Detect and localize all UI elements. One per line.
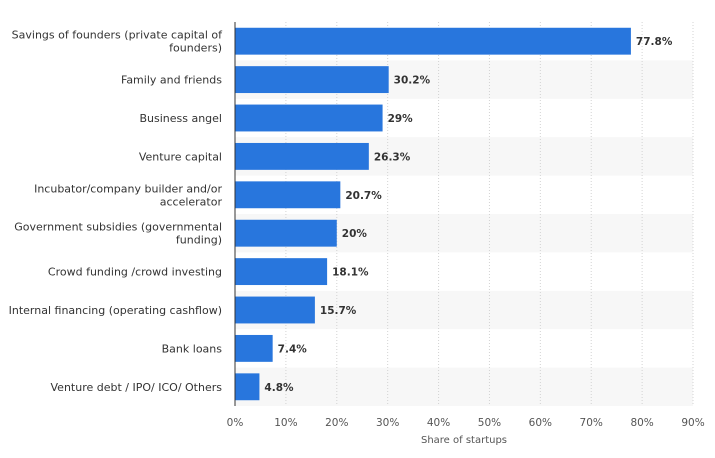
bar — [235, 181, 341, 209]
category-label: Incubator/company builder and/or — [34, 182, 222, 195]
bar — [235, 27, 631, 55]
bar — [235, 219, 337, 247]
row-band — [235, 367, 693, 406]
category-label: Internal financing (operating cashflow) — [9, 304, 222, 317]
x-tick-label: 40% — [427, 417, 450, 429]
x-tick-label: 60% — [529, 417, 552, 429]
value-label: 77.8% — [636, 36, 673, 48]
category-label: founders) — [169, 42, 222, 55]
bars — [235, 27, 631, 401]
value-label: 20% — [342, 228, 368, 240]
value-label: 30.2% — [394, 75, 431, 87]
value-label: 4.8% — [264, 382, 294, 394]
bar — [235, 142, 369, 170]
category-label: Government subsidies (governmental — [14, 221, 222, 234]
category-label: Venture capital — [139, 150, 222, 163]
x-tick-label: 50% — [478, 417, 501, 429]
category-label: Venture debt / IPO/ ICO/ Others — [51, 381, 223, 394]
value-labels: 77.8% 30.2% 29% 26.3% 20.7% 20% 18.1% 15.7% 7.4%… — [264, 36, 672, 394]
value-label: 20.7% — [345, 190, 382, 202]
bar — [235, 296, 315, 324]
value-label: 29% — [388, 113, 414, 125]
value-label: 7.4% — [278, 343, 308, 355]
value-label: 18.1% — [332, 267, 369, 279]
x-tick-label: 90% — [681, 417, 704, 429]
category-labels: Savings of founders (private capital off… — [9, 29, 223, 394]
x-tick-label: 30% — [376, 417, 399, 429]
category-label: Family and friends — [121, 74, 222, 87]
row-bands — [235, 60, 693, 406]
category-label: Business angel — [139, 112, 222, 125]
category-label: Bank loans — [162, 342, 223, 355]
category-label: accelerator — [160, 195, 223, 208]
x-tick-label: 0% — [227, 417, 244, 429]
bar — [235, 66, 389, 94]
x-tick-label: 70% — [580, 417, 603, 429]
value-label: 26.3% — [374, 151, 411, 163]
bar — [235, 334, 273, 362]
x-tick-labels: 0% 10% 20% 30% 40% 50% 60% 70% 80% 90% — [227, 417, 705, 429]
x-tick-label: 10% — [274, 417, 297, 429]
x-tick-label: 20% — [325, 417, 348, 429]
bar — [235, 104, 383, 132]
category-label: Crowd funding /crowd investing — [48, 266, 222, 279]
bar — [235, 373, 260, 401]
x-tick-label: 80% — [630, 417, 653, 429]
x-axis-title: Share of startups — [421, 435, 507, 446]
category-label: Savings of founders (private capital of — [12, 29, 223, 42]
category-label: funding) — [176, 234, 222, 247]
bar — [235, 258, 328, 286]
value-label: 15.7% — [320, 305, 357, 317]
